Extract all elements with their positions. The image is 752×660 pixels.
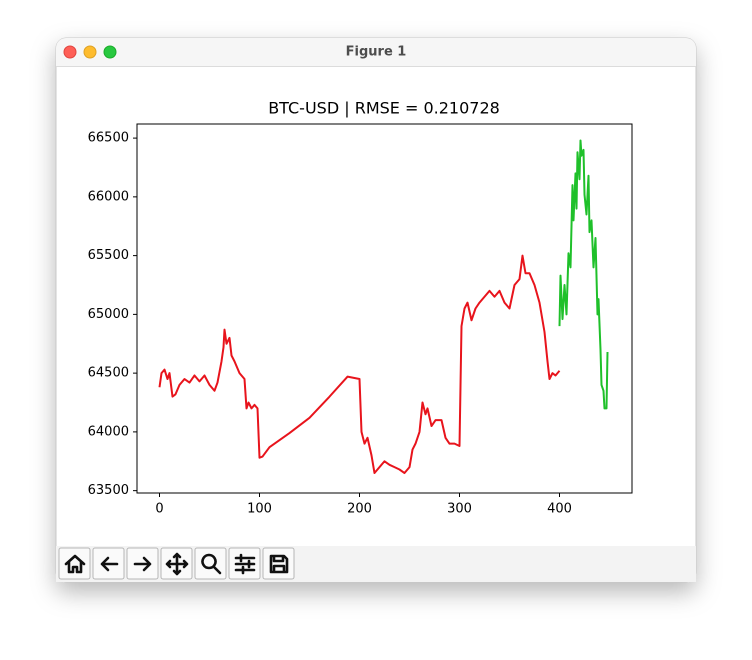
button-icon bbox=[234, 553, 256, 575]
toolbar-buttons bbox=[58, 547, 295, 580]
button-icon bbox=[165, 552, 189, 576]
button-frame bbox=[58, 547, 91, 580]
configure-button[interactable] bbox=[228, 547, 261, 580]
x-tick-label: 0 bbox=[155, 502, 163, 517]
button-frame bbox=[262, 547, 295, 580]
y-tick-label: 63500 bbox=[88, 483, 129, 498]
home-button[interactable] bbox=[58, 547, 91, 580]
window bbox=[55, 37, 697, 583]
button-icon bbox=[269, 554, 289, 574]
back-button[interactable] bbox=[92, 547, 125, 580]
window-title: Figure 1 bbox=[346, 45, 407, 60]
button-frame bbox=[194, 547, 227, 580]
x-tick-label: 200 bbox=[347, 502, 372, 517]
y-tick-label: 64500 bbox=[88, 366, 129, 381]
pan-button[interactable] bbox=[160, 547, 193, 580]
zoom-button[interactable] bbox=[103, 45, 117, 59]
y-tick-label: 64000 bbox=[88, 424, 129, 439]
save-button[interactable] bbox=[262, 547, 295, 580]
y-tick-label: 65500 bbox=[88, 248, 129, 263]
minimize-button[interactable] bbox=[83, 45, 97, 59]
button-icon bbox=[133, 556, 152, 572]
y-tick-label: 66500 bbox=[88, 131, 129, 146]
plot: 63500 64000 64500 65000 65500 66000 66500 0 100 2… bbox=[88, 123, 633, 517]
zoom-rect-button[interactable] bbox=[194, 547, 227, 580]
button-icon bbox=[201, 553, 222, 575]
button-icon bbox=[64, 554, 86, 574]
x-tick-label: 400 bbox=[547, 502, 572, 517]
y-tick-label: 66000 bbox=[88, 189, 129, 204]
title-bar bbox=[56, 38, 696, 66]
chart-title: BTC-USD | RMSE = 0.210728 bbox=[268, 99, 500, 118]
button-icon bbox=[100, 556, 119, 572]
forward-button[interactable] bbox=[126, 547, 159, 580]
series-line bbox=[158, 254, 561, 475]
y-tick-label: 65000 bbox=[88, 307, 129, 322]
x-tick-label: 300 bbox=[447, 502, 472, 517]
plot-frame bbox=[136, 123, 633, 494]
close-button[interactable] bbox=[63, 45, 77, 59]
x-tick-label: 100 bbox=[247, 502, 272, 517]
series-line bbox=[558, 139, 609, 410]
